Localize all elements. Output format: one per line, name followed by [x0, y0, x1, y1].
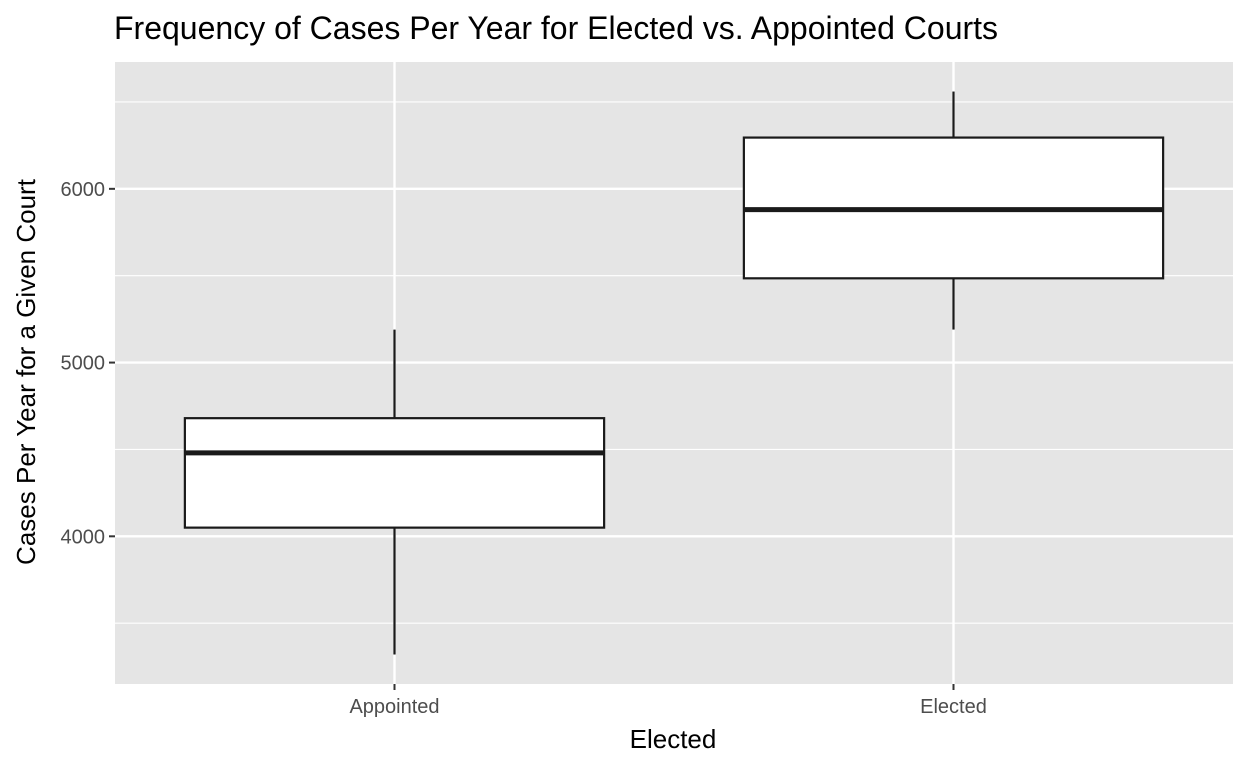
y-tick-label: 5000: [61, 353, 106, 375]
y-axis-title: Cases Per Year for a Given Court: [11, 178, 41, 565]
chart-title: Frequency of Cases Per Year for Elected …: [114, 10, 998, 46]
x-tick-label: Appointed: [349, 696, 439, 718]
x-tick-label: Elected: [920, 696, 987, 718]
interquartile-box: [185, 418, 604, 527]
y-tick-label: 4000: [61, 526, 106, 548]
y-axis: 4000 5000 6000: [61, 179, 116, 548]
x-axis-title: Elected: [630, 724, 717, 754]
y-tick-label: 6000: [61, 179, 106, 201]
x-axis: Appointed Elected: [349, 684, 986, 718]
